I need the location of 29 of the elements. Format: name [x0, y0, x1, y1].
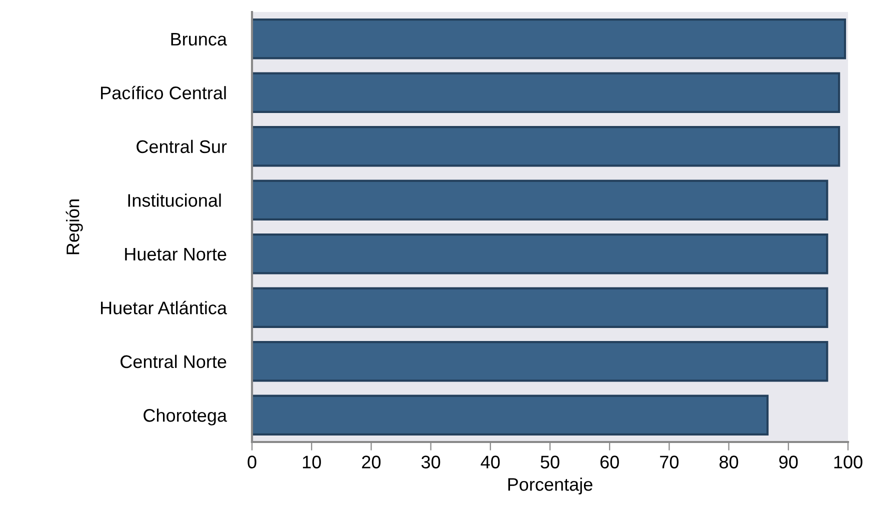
bar [252, 340, 828, 382]
bar [252, 233, 828, 274]
bar [252, 126, 840, 167]
x-tick-label: 10 [302, 456, 321, 468]
y-tick-label: Central Sur [136, 140, 227, 154]
y-tick-label: Huetar Atlántica [101, 300, 228, 314]
bar [252, 180, 828, 221]
y-tick-label: Chorotega [144, 408, 228, 426]
bar [252, 394, 769, 436]
x-tick-label: 30 [421, 456, 440, 468]
bar [252, 287, 828, 328]
y-axis-title: Región [66, 200, 83, 254]
x-tick-label: 70 [660, 456, 679, 468]
x-tick-label: 100 [834, 456, 862, 468]
x-tick-label: 40 [480, 456, 500, 468]
x-tick-label: 80 [720, 456, 738, 468]
bar [252, 18, 846, 60]
y-tick-label: Pacífico Central [101, 86, 226, 100]
y-tick-label: Central Norte [120, 354, 226, 368]
y-tick-label: Institucional [128, 194, 221, 207]
y-tick-label: Huetar Norte [125, 248, 226, 261]
bar [252, 72, 840, 114]
x-tick-label: 90 [779, 456, 798, 468]
y-tick-label: Brunca [171, 32, 227, 46]
x-tick-label: 60 [600, 456, 619, 468]
x-tick-label: 20 [362, 456, 381, 468]
x-tick-label: 50 [540, 456, 560, 468]
x-axis-title: Porcentaje [508, 478, 592, 494]
x-tick-label: 0 [248, 456, 256, 468]
